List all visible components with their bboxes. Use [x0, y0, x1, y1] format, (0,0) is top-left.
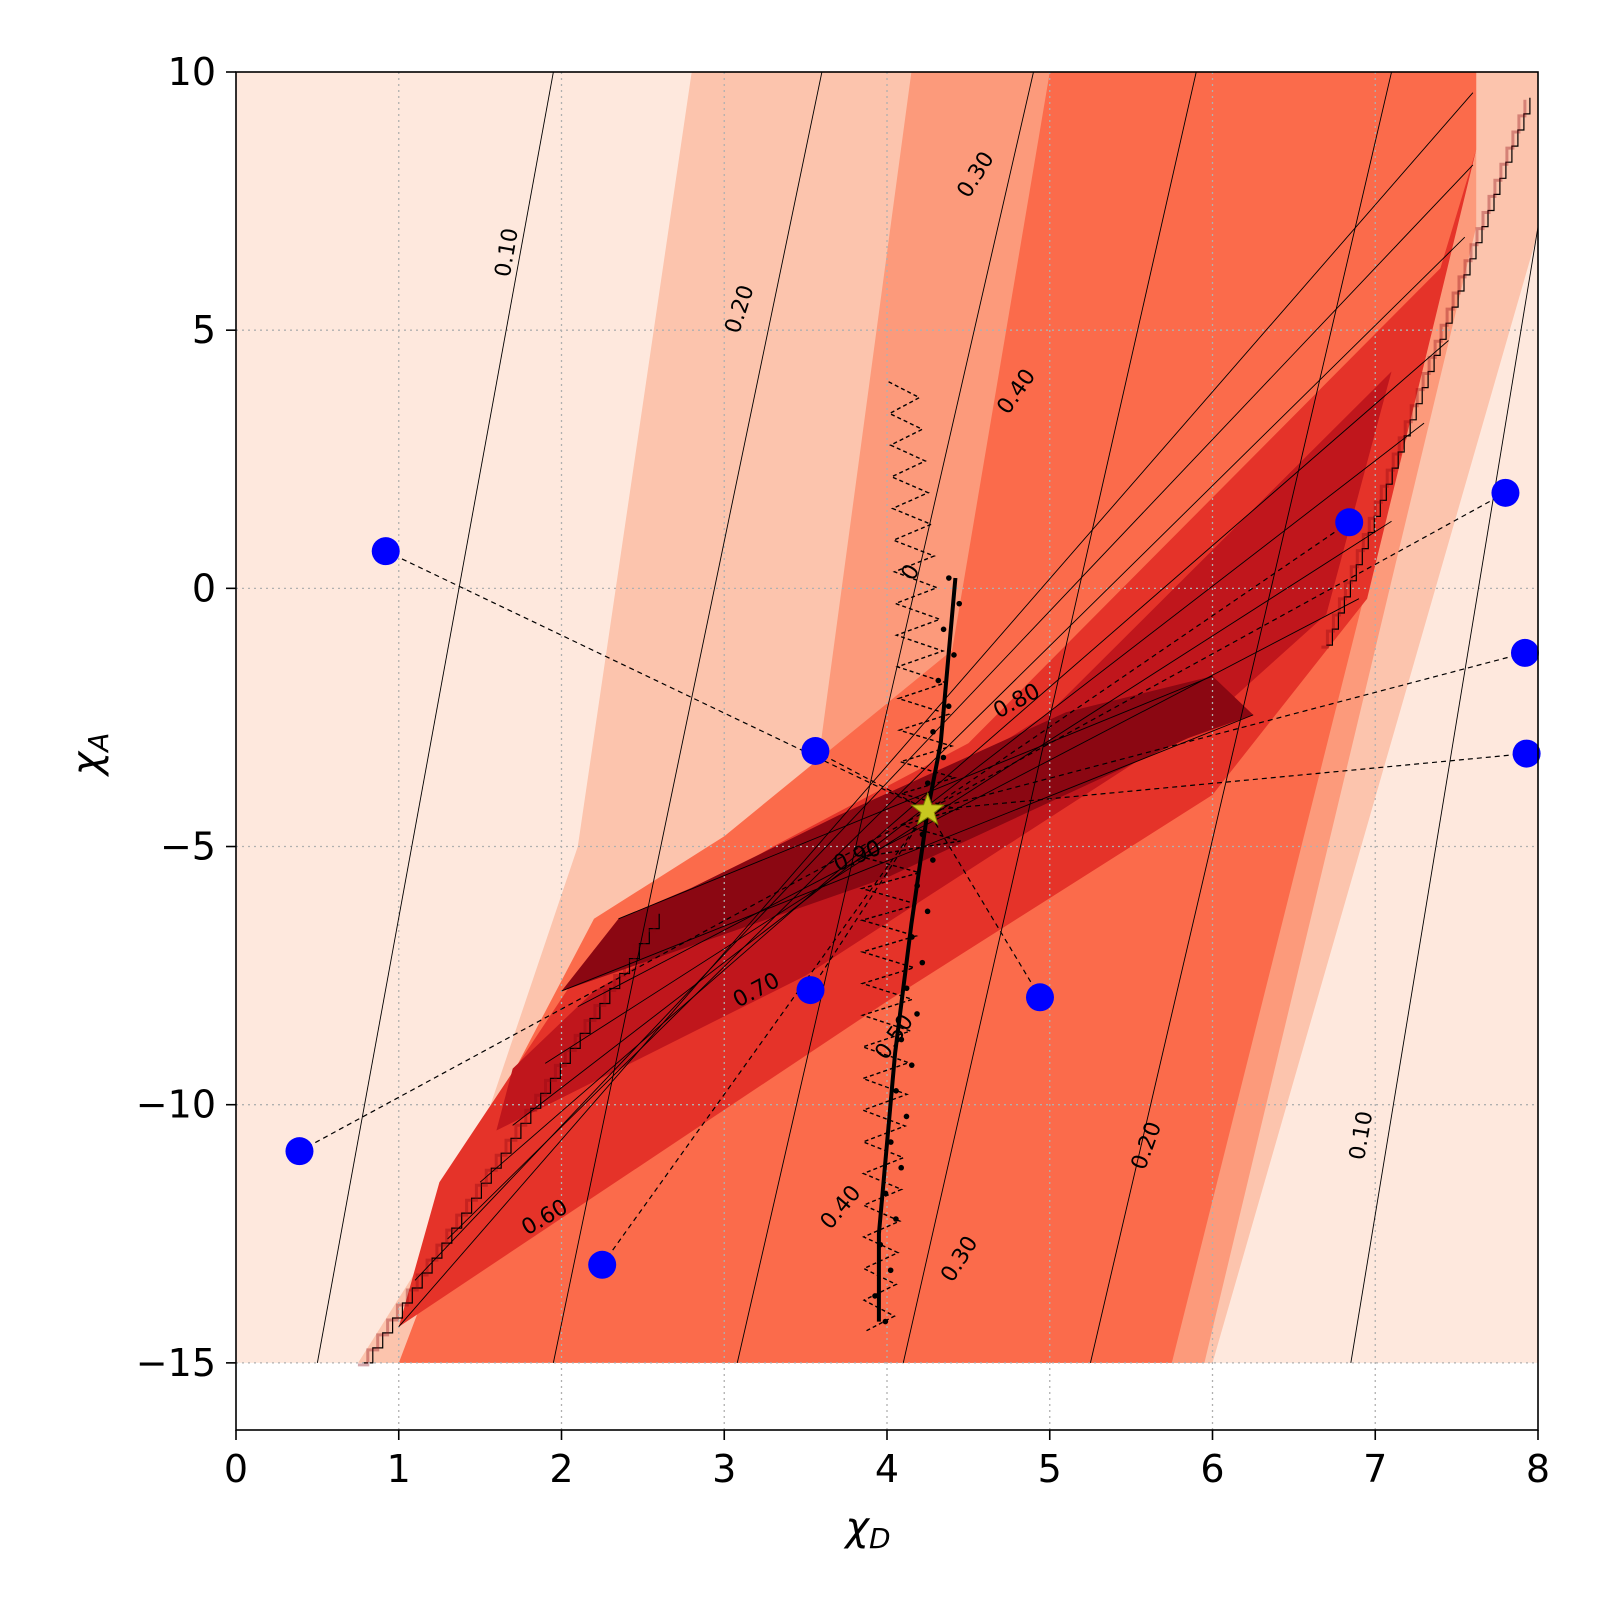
y-axis-ticks: 10 5 0 −5 −10 −15 — [136, 50, 236, 1385]
trajectory-dot-18 — [898, 1036, 905, 1043]
x-axis-ticks: 0 1 2 3 4 5 6 7 8 — [224, 1430, 1550, 1491]
trajectory-dot-24 — [882, 1190, 889, 1197]
path-line-6 — [927, 521, 1350, 811]
initial-point-3 — [801, 737, 830, 765]
trajectory-dot-25 — [893, 1216, 899, 1222]
x-tick-label-8: 8 — [1526, 1447, 1550, 1491]
contour-line-11 — [544, 520, 1392, 1064]
contour-line-8 — [447, 236, 1466, 1240]
trajectory-dot-19 — [908, 1062, 915, 1068]
contour-band-level-6 — [561, 676, 1254, 992]
trajectory-dot-20 — [893, 1088, 899, 1094]
contour-line-1 — [552, 72, 823, 1363]
x-tick-label-6: 6 — [1200, 1447, 1224, 1491]
initial-point-7 — [1491, 478, 1520, 507]
path-line-5 — [927, 810, 1041, 998]
trajectory-dot-17 — [914, 1011, 920, 1017]
trajectory-dot-23 — [898, 1164, 904, 1171]
optimization-paths — [299, 381, 1527, 1333]
trajectory-dot-21 — [903, 1113, 910, 1120]
trajectory-dot-10 — [919, 831, 926, 838]
initial-point-0 — [371, 537, 400, 566]
ridge-edge-left — [362, 913, 660, 1364]
trajectory-zigzag — [859, 381, 961, 1333]
trajectory-dot-3 — [951, 652, 957, 658]
x-tick-label-0: 0 — [224, 1447, 248, 1491]
path-line-1 — [299, 809, 928, 1152]
y-tick-label-2: 0 — [192, 566, 216, 610]
initial-point-8 — [1510, 638, 1539, 667]
contour-line-10 — [512, 422, 1425, 1126]
x-axis-label: χD — [843, 1504, 890, 1555]
trajectory-dot-5 — [945, 703, 952, 710]
grid-lines — [236, 72, 1538, 1430]
contour-fills — [236, 72, 1538, 1367]
trajectory-dot-14 — [909, 934, 915, 940]
path-line-0 — [385, 550, 928, 811]
path-line-8 — [927, 652, 1526, 811]
path-line-2 — [601, 810, 929, 1266]
trajectory-dot-6 — [930, 729, 936, 735]
path-line-3 — [815, 750, 928, 811]
y-tick-label-1: 5 — [192, 308, 216, 352]
trajectory-main — [876, 577, 958, 1322]
trajectory-dot-8 — [924, 780, 931, 786]
contour-line-4 — [1350, 226, 1538, 1363]
ridge-edge-right-shadow — [1321, 99, 1527, 649]
trajectory-dot-12 — [914, 882, 920, 889]
x-tick-label-2: 2 — [549, 1447, 573, 1491]
ridge-edge-right — [1326, 97, 1531, 646]
ridge-edge-left-shadow — [357, 915, 656, 1367]
x-tick-label-3: 3 — [712, 1447, 736, 1491]
trajectory-dot-2 — [940, 626, 947, 633]
trajectory-dot-13 — [924, 908, 931, 915]
contour-line-3 — [902, 72, 1197, 1363]
trajectory-dot-26 — [877, 1241, 884, 1248]
trajectory-dot-7 — [940, 754, 947, 761]
optimum-marker — [910, 791, 946, 826]
x-tick-label-5: 5 — [1038, 1447, 1062, 1491]
path-line-9 — [927, 752, 1527, 811]
y-tick-label-3: −5 — [160, 825, 216, 869]
initial-point-6 — [1335, 508, 1364, 537]
initial-points — [285, 478, 1541, 1279]
optimum-star — [910, 791, 946, 826]
y-tick-label-4: −10 — [136, 1083, 216, 1127]
contour-line-2 — [736, 72, 1034, 1363]
trajectory-dot-27 — [887, 1267, 894, 1274]
y-axis-label: χA — [64, 733, 115, 778]
initial-point-4 — [796, 976, 825, 1005]
path-line-7 — [927, 492, 1506, 811]
trajectory-dot-29 — [882, 1318, 889, 1325]
x-tick-label-1: 1 — [387, 1447, 411, 1491]
y-tick-label-5: −15 — [136, 1341, 216, 1385]
initial-point-9 — [1512, 739, 1541, 768]
trajectory-dot-11 — [930, 857, 936, 863]
x-tick-label-4: 4 — [875, 1447, 899, 1491]
trajectory-dot-22 — [888, 1139, 894, 1145]
contour-band-level-5 — [496, 371, 1392, 1131]
contour-line-5 — [1089, 72, 1392, 1363]
trajectory-dot-28 — [872, 1293, 878, 1299]
y-tick-label-0: 10 — [168, 50, 216, 94]
contour-line-13 — [561, 714, 1254, 992]
contour-line-12 — [577, 598, 1360, 1007]
trajectory-dot-4 — [935, 677, 942, 684]
trajectory-dot-1 — [956, 600, 963, 607]
contour-line-0 — [316, 72, 554, 1363]
initial-point-1 — [285, 1137, 314, 1166]
initial-point-5 — [1025, 983, 1054, 1012]
contour-line-9 — [479, 340, 1449, 1183]
trajectory-dot-0 — [946, 575, 952, 581]
initial-point-2 — [588, 1250, 617, 1279]
x-tick-label-7: 7 — [1363, 1447, 1387, 1491]
trajectory-dot-16 — [903, 985, 910, 992]
trajectory-dot-15 — [919, 959, 926, 966]
